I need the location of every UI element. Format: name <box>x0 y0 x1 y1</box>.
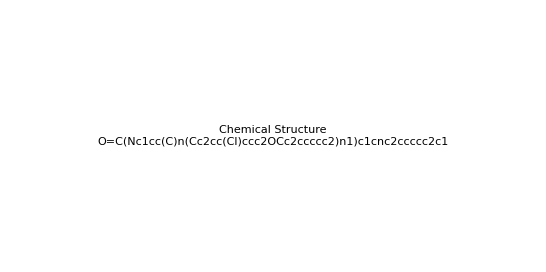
Text: Chemical Structure
O=C(Nc1cc(C)n(Cc2cc(Cl)ccc2OCc2ccccc2)n1)c1cnc2ccccc2c1: Chemical Structure O=C(Nc1cc(C)n(Cc2cc(C… <box>97 125 449 147</box>
